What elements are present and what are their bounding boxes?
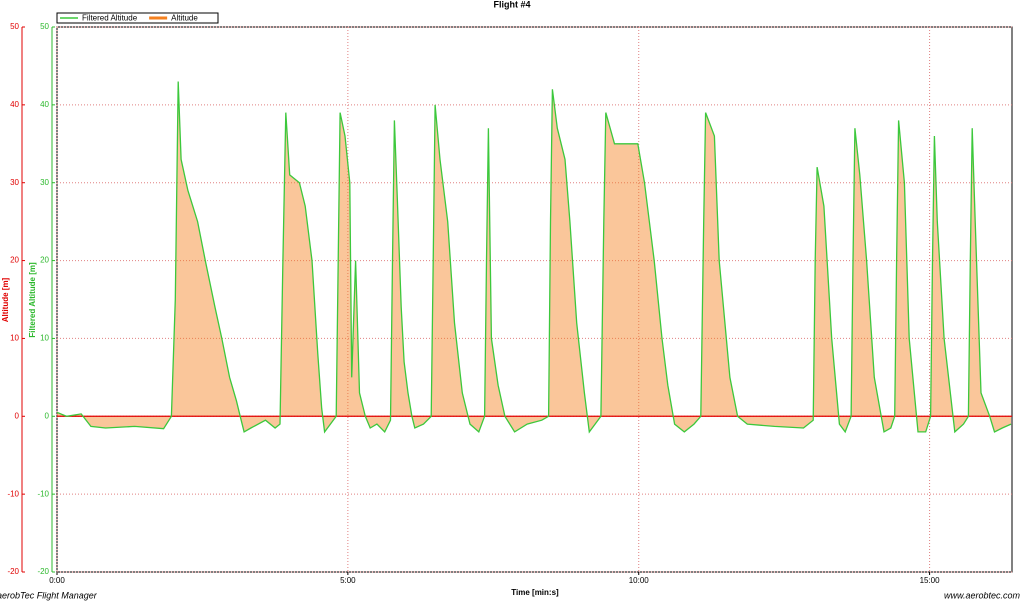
y2-tick-label: 30 bbox=[40, 178, 49, 187]
legend-label: Altitude bbox=[171, 14, 198, 23]
y2-tick-label: 50 bbox=[40, 22, 49, 31]
y-tick-label: 40 bbox=[10, 100, 19, 109]
y-tick-label: 10 bbox=[10, 334, 19, 343]
y-tick-label: 50 bbox=[10, 22, 19, 31]
y2-tick-label: 40 bbox=[40, 100, 49, 109]
x-tick-label: 10:00 bbox=[629, 576, 650, 585]
y-axis-label: Altitude [m] bbox=[1, 277, 10, 322]
chart-title: Flight #4 bbox=[493, 0, 530, 9]
legend-box bbox=[56, 12, 219, 24]
y-tick-label: -10 bbox=[7, 489, 19, 498]
legend-label: Filtered Altitude bbox=[82, 14, 138, 23]
y-tick-label: 20 bbox=[10, 256, 19, 265]
y2-tick-label: 10 bbox=[40, 334, 49, 343]
y-tick-label: 0 bbox=[15, 411, 20, 420]
x-tick-label: 0:00 bbox=[49, 576, 65, 585]
y2-axis-label: Filtered Altitude [m] bbox=[28, 262, 37, 338]
x-axis-label: Time [min:s] bbox=[511, 588, 559, 597]
line-series bbox=[56, 81, 1012, 434]
y-tick-label: -20 bbox=[7, 567, 19, 576]
y2-tick-label: -10 bbox=[37, 489, 49, 498]
y2-tick-label: 20 bbox=[40, 256, 49, 265]
footer-left: aerobTec Flight Manager bbox=[0, 590, 98, 600]
x-tick-label: 15:00 bbox=[920, 576, 941, 585]
y2-tick-label: 0 bbox=[45, 411, 50, 420]
y-tick-label: 30 bbox=[10, 178, 19, 187]
y2-tick-label: -20 bbox=[37, 567, 49, 576]
footer-right: www.aerobtec.com bbox=[944, 590, 1021, 600]
x-tick-label: 5:00 bbox=[340, 576, 356, 585]
area-series bbox=[57, 81, 1011, 432]
